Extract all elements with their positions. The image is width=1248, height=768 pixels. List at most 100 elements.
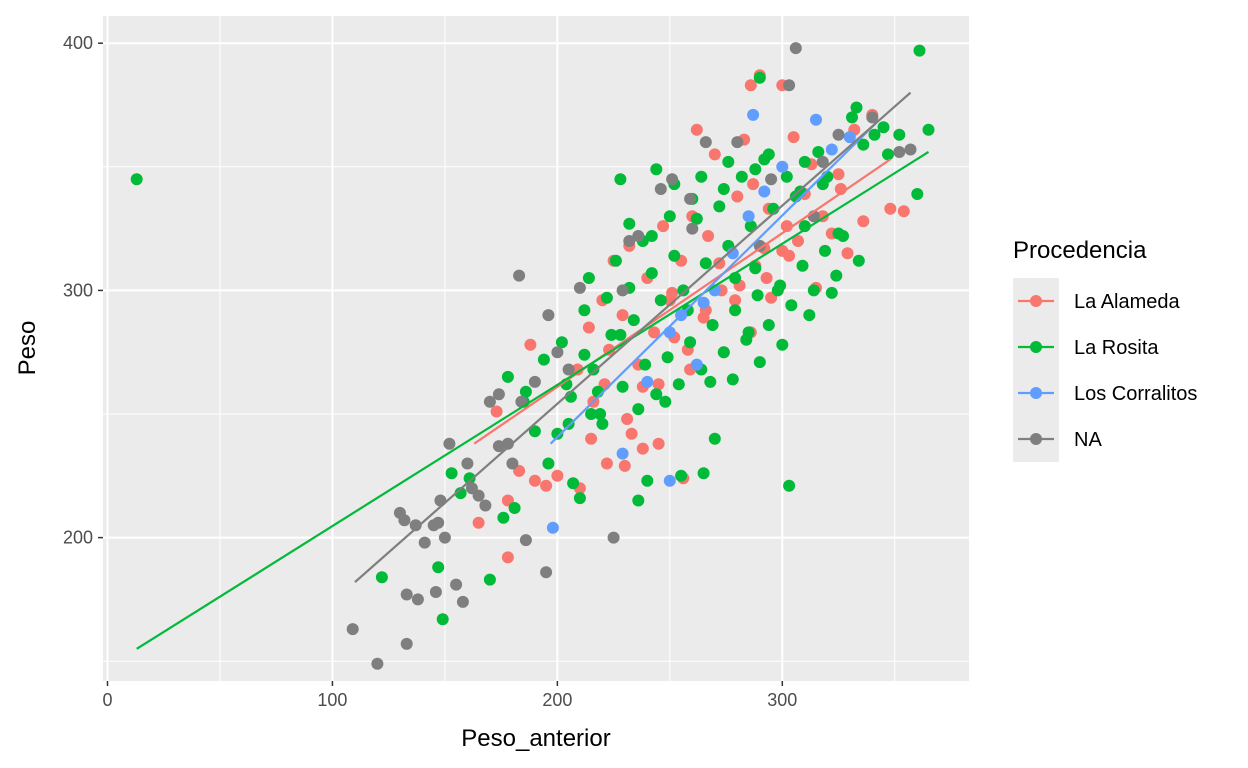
data-point [456, 595, 469, 608]
fit-line [473, 158, 891, 445]
legend-key-point [1030, 295, 1042, 307]
data-point [699, 257, 712, 270]
data-point [857, 138, 870, 151]
y-tick-label: 300 [63, 280, 93, 300]
data-point [616, 309, 629, 322]
data-point [540, 566, 553, 579]
data-point [346, 623, 359, 636]
data-point [636, 442, 649, 455]
legend-title: Procedencia [1013, 237, 1147, 264]
data-point [690, 212, 703, 225]
data-point [578, 304, 591, 317]
data-point [677, 284, 690, 297]
data-point [501, 370, 514, 383]
data-point [731, 190, 744, 203]
plot-panel [103, 16, 969, 681]
data-point [798, 155, 811, 168]
data-point [663, 474, 676, 487]
data-point [371, 657, 384, 670]
data-point [893, 128, 906, 141]
data-point [492, 440, 505, 453]
data-point [513, 269, 526, 282]
data-point [758, 153, 771, 166]
x-tick-label: 200 [542, 690, 572, 710]
data-point [868, 128, 881, 141]
data-point [744, 79, 757, 92]
data-point [762, 319, 775, 331]
data-point [796, 259, 809, 272]
data-point [400, 588, 413, 601]
data-point [434, 494, 447, 507]
data-point [398, 514, 411, 527]
data-point [897, 205, 910, 218]
data-point [695, 170, 708, 183]
data-point [708, 148, 721, 161]
data-point [697, 296, 710, 309]
data-point [614, 173, 627, 186]
data-point [375, 571, 388, 584]
data-point [616, 380, 629, 393]
data-point [706, 319, 719, 331]
data-point [684, 192, 697, 205]
data-point [675, 469, 688, 482]
data-point [841, 247, 854, 260]
data-point [438, 531, 451, 544]
data-point [582, 272, 595, 284]
data-point [551, 346, 564, 359]
data-point [837, 230, 849, 242]
data-point [596, 417, 609, 430]
data-point [650, 388, 663, 401]
data-point [780, 170, 793, 183]
data-point [893, 146, 906, 158]
data-points [130, 42, 935, 670]
data-point [884, 202, 897, 215]
data-point [751, 289, 764, 302]
data-point [819, 244, 831, 257]
legend-item: Los Corralitos [1018, 383, 1197, 405]
data-point [618, 459, 631, 472]
data-point [753, 239, 766, 252]
data-point [785, 299, 798, 312]
data-point [740, 333, 753, 346]
data-point [418, 536, 431, 549]
data-point [663, 326, 676, 339]
data-point [717, 346, 730, 359]
data-point [429, 586, 442, 598]
data-point [663, 210, 676, 223]
data-point [747, 178, 760, 191]
data-point [436, 613, 449, 626]
data-point [582, 321, 595, 334]
x-tick-label: 100 [317, 690, 347, 710]
data-point [810, 113, 822, 126]
data-point [807, 284, 820, 297]
data-point [645, 267, 658, 280]
data-point [632, 403, 645, 416]
legend-key-point [1030, 433, 1042, 445]
data-point [774, 279, 787, 292]
data-point [852, 254, 865, 267]
legend-item: La Rosita [1018, 337, 1159, 359]
legend-label: NA [1074, 429, 1102, 451]
data-point [708, 432, 721, 445]
data-point [654, 294, 667, 307]
data-point [497, 511, 510, 524]
data-point [432, 516, 445, 529]
legend-label: Los Corralitos [1074, 383, 1197, 405]
data-point [432, 561, 445, 574]
data-point [605, 328, 618, 341]
data-point [632, 230, 645, 242]
data-point [528, 425, 541, 438]
data-point [812, 146, 825, 158]
legend-item: NA [1018, 429, 1102, 451]
data-point [742, 210, 755, 223]
data-point [519, 385, 532, 398]
data-point [623, 217, 636, 230]
data-point [729, 304, 742, 317]
data-point [454, 487, 467, 500]
data-point [400, 637, 413, 650]
data-point [832, 128, 845, 141]
data-point [832, 168, 845, 181]
data-point [585, 432, 598, 445]
data-point [562, 363, 575, 376]
data-point [506, 457, 519, 470]
